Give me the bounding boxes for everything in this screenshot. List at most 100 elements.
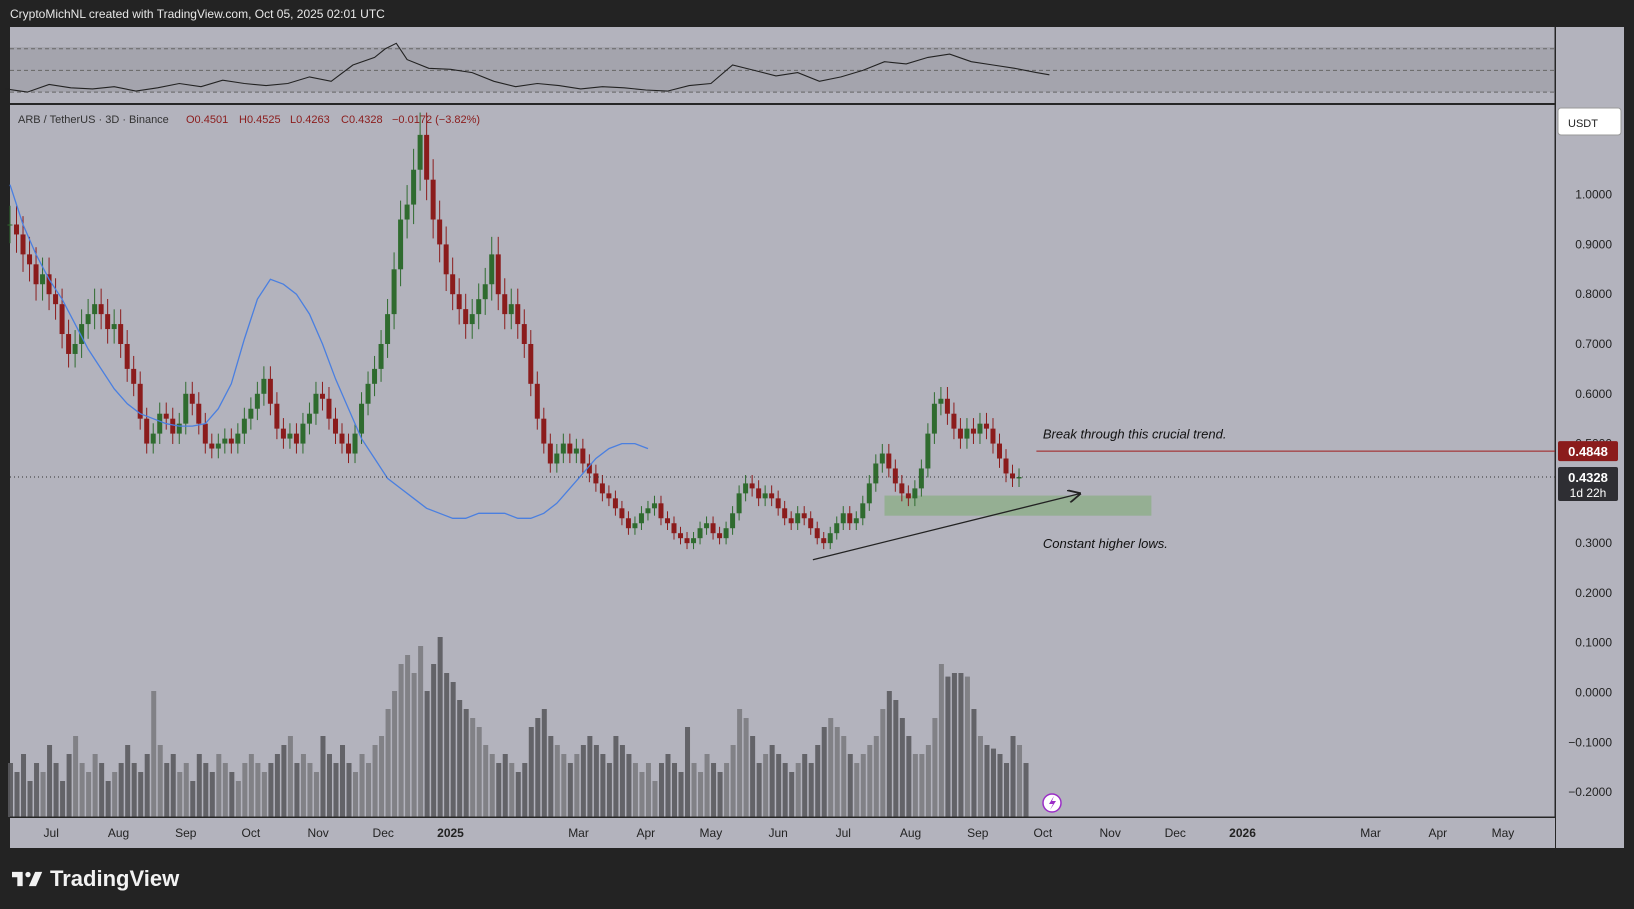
time-tick-label: Aug	[108, 826, 129, 840]
volume-bar	[411, 673, 417, 817]
candle-body	[261, 378, 267, 394]
candle-body	[27, 254, 33, 265]
candle-body	[326, 398, 332, 419]
volume-bar	[483, 745, 489, 817]
volume-bar	[287, 736, 293, 817]
volume-bar	[222, 763, 228, 817]
volume-bar	[919, 754, 925, 817]
candle-body	[528, 343, 534, 384]
tradingview-logo-icon	[12, 871, 43, 887]
volume-bar	[867, 745, 873, 817]
candle-body	[853, 518, 859, 524]
volume-bar	[405, 655, 411, 817]
candle-body	[795, 513, 801, 524]
candle-body	[411, 169, 417, 205]
candle-body	[749, 483, 755, 489]
candle-body	[79, 324, 85, 344]
volume-bar	[333, 763, 339, 817]
candle-body	[222, 438, 228, 444]
time-tick-label: May	[1492, 826, 1515, 840]
volume-bar	[125, 745, 131, 817]
candle-body	[769, 493, 775, 499]
volume-bar	[632, 763, 638, 817]
candle-body	[53, 294, 59, 305]
time-tick-label: Sep	[967, 826, 989, 840]
candle-body	[118, 324, 124, 344]
chart-annotation: Break through this crucial trend.	[1043, 427, 1227, 442]
volume-bar	[509, 763, 515, 817]
volume-bar	[99, 763, 105, 817]
candle-body	[163, 413, 169, 419]
time-tick-label: Nov	[307, 826, 328, 840]
candle-body	[404, 204, 410, 220]
candle-body	[1003, 458, 1009, 474]
candle-body	[710, 523, 716, 534]
time-tick-label: 2025	[437, 826, 464, 840]
time-tick-label: Mar	[568, 826, 589, 840]
volume-bar	[802, 754, 808, 817]
candle-body	[541, 418, 547, 444]
candle-body	[450, 274, 456, 295]
candle-body	[137, 383, 143, 419]
chart-credit: CryptoMichNL created with TradingView.co…	[10, 7, 385, 21]
volume-bar	[554, 745, 560, 817]
volume-bar	[418, 646, 424, 817]
volume-bar	[1004, 763, 1010, 817]
candle-body	[567, 443, 573, 454]
volume-bar	[548, 736, 554, 817]
volume-bar	[300, 754, 306, 817]
volume-bar	[353, 772, 359, 817]
candle-body	[469, 314, 475, 325]
brand-logo[interactable]: TradingView	[12, 866, 179, 892]
volume-bar	[392, 691, 398, 817]
candle-body	[482, 284, 488, 300]
volume-bar	[131, 763, 137, 817]
candle-body	[170, 418, 176, 434]
volume-bar	[860, 754, 866, 817]
volume-bar	[691, 763, 697, 817]
volume-bar	[626, 754, 632, 817]
volume-bar	[645, 763, 651, 817]
volume-bar	[60, 781, 66, 817]
resistance-price-label: 0.4848	[1568, 444, 1608, 459]
candle-body	[632, 523, 638, 529]
bar-countdown-label: 1d 22h	[1570, 486, 1607, 500]
time-tick-label: Aug	[900, 826, 921, 840]
candle-body	[339, 433, 345, 444]
volume-bar	[40, 772, 46, 817]
candle-body	[918, 468, 924, 489]
candle-body	[619, 508, 625, 519]
volume-bar	[489, 754, 495, 817]
volume-bar	[815, 745, 821, 817]
time-tick-label: Jul	[836, 826, 851, 840]
candle-body	[215, 443, 221, 449]
candle-body	[879, 453, 885, 464]
volume-bar	[964, 676, 970, 817]
candle-body	[176, 423, 182, 434]
volume-bar	[398, 664, 404, 817]
candle-body	[645, 508, 651, 514]
volume-bar	[756, 763, 762, 817]
volume-bar	[522, 763, 528, 817]
volume-bar	[138, 772, 144, 817]
candle-body	[254, 393, 260, 409]
trend-arrow	[812, 494, 1080, 561]
candle-body	[398, 219, 404, 270]
volume-bar	[47, 745, 53, 817]
volume-bar	[528, 727, 534, 817]
time-tick-label: 2026	[1229, 826, 1256, 840]
candle-body	[46, 274, 52, 295]
volume-bar	[658, 763, 664, 817]
candle-body	[280, 428, 286, 439]
currency-button[interactable]	[1557, 107, 1622, 136]
candle-body	[873, 463, 879, 484]
volume-bar	[535, 718, 541, 817]
candle-body	[560, 443, 566, 454]
price-tick-label: 0.8000	[1575, 287, 1612, 301]
volume-bar	[704, 754, 710, 817]
price-tick-label: −0.2000	[1568, 785, 1612, 799]
candle-body	[365, 383, 371, 404]
volume-bar	[177, 772, 183, 817]
candle-body	[996, 443, 1002, 459]
